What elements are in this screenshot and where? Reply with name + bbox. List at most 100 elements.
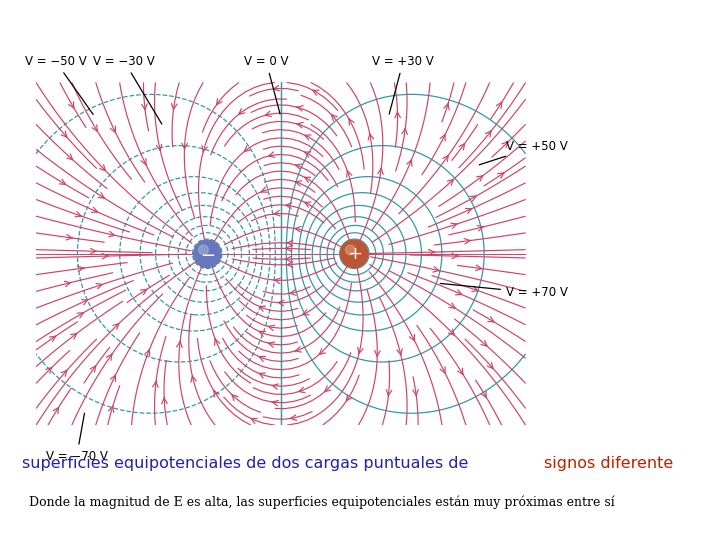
Text: signos diferente: signos diferente: [544, 456, 673, 471]
FancyArrowPatch shape: [496, 102, 502, 109]
FancyArrowPatch shape: [487, 316, 494, 322]
FancyArrowPatch shape: [161, 397, 167, 404]
FancyArrowPatch shape: [77, 313, 84, 318]
FancyArrowPatch shape: [284, 256, 291, 262]
FancyArrowPatch shape: [346, 395, 352, 401]
FancyArrowPatch shape: [156, 144, 162, 151]
FancyArrowPatch shape: [305, 152, 311, 157]
FancyArrowPatch shape: [176, 341, 182, 348]
FancyArrowPatch shape: [374, 350, 380, 356]
Circle shape: [194, 240, 221, 267]
FancyArrowPatch shape: [98, 193, 104, 198]
FancyArrowPatch shape: [477, 226, 485, 231]
FancyArrowPatch shape: [109, 406, 114, 413]
Circle shape: [346, 245, 355, 255]
FancyArrowPatch shape: [64, 281, 71, 287]
FancyArrowPatch shape: [476, 265, 482, 271]
FancyArrowPatch shape: [259, 356, 266, 361]
FancyArrowPatch shape: [465, 208, 472, 213]
FancyArrowPatch shape: [346, 171, 352, 177]
FancyArrowPatch shape: [498, 173, 504, 178]
FancyArrowPatch shape: [305, 202, 311, 207]
FancyArrowPatch shape: [215, 339, 220, 345]
FancyArrowPatch shape: [447, 179, 454, 185]
FancyArrowPatch shape: [378, 168, 383, 174]
FancyArrowPatch shape: [449, 303, 455, 308]
FancyArrowPatch shape: [67, 154, 73, 160]
FancyArrowPatch shape: [261, 187, 267, 192]
FancyArrowPatch shape: [239, 109, 245, 114]
FancyArrowPatch shape: [331, 114, 338, 120]
FancyArrowPatch shape: [286, 203, 292, 208]
FancyArrowPatch shape: [487, 362, 493, 368]
FancyArrowPatch shape: [413, 389, 418, 396]
FancyArrowPatch shape: [269, 325, 274, 330]
FancyArrowPatch shape: [407, 160, 412, 166]
FancyArrowPatch shape: [269, 342, 274, 347]
FancyArrowPatch shape: [287, 262, 293, 267]
FancyArrowPatch shape: [291, 415, 297, 421]
FancyArrowPatch shape: [485, 131, 491, 137]
Text: V = 0 V: V = 0 V: [244, 55, 289, 114]
FancyArrowPatch shape: [290, 290, 296, 295]
FancyArrowPatch shape: [295, 347, 302, 352]
FancyArrowPatch shape: [110, 375, 115, 381]
Text: $+$: $+$: [346, 245, 362, 263]
FancyArrowPatch shape: [358, 347, 363, 354]
FancyArrowPatch shape: [265, 111, 271, 117]
FancyArrowPatch shape: [107, 354, 112, 360]
FancyArrowPatch shape: [141, 158, 146, 165]
FancyArrowPatch shape: [433, 267, 440, 272]
FancyArrowPatch shape: [274, 278, 280, 284]
FancyArrowPatch shape: [271, 401, 279, 406]
FancyArrowPatch shape: [68, 102, 74, 108]
Text: Donde la magnitud de E es alta, las superficies equipotenciales están muy próxim: Donde la magnitud de E es alta, las supe…: [29, 496, 615, 509]
FancyArrowPatch shape: [66, 234, 73, 240]
FancyArrowPatch shape: [368, 133, 374, 140]
FancyArrowPatch shape: [259, 306, 266, 312]
FancyArrowPatch shape: [191, 376, 197, 382]
FancyArrowPatch shape: [251, 418, 257, 423]
FancyArrowPatch shape: [99, 165, 106, 171]
FancyArrowPatch shape: [451, 223, 457, 228]
FancyArrowPatch shape: [402, 128, 408, 134]
Text: V = −70 V: V = −70 V: [46, 413, 108, 463]
FancyArrowPatch shape: [319, 349, 325, 354]
FancyArrowPatch shape: [102, 253, 109, 259]
FancyArrowPatch shape: [295, 164, 302, 170]
FancyArrowPatch shape: [110, 126, 115, 132]
FancyArrowPatch shape: [232, 395, 238, 401]
FancyArrowPatch shape: [259, 373, 266, 378]
FancyArrowPatch shape: [53, 407, 58, 414]
FancyArrowPatch shape: [296, 123, 303, 128]
FancyArrowPatch shape: [109, 231, 116, 237]
FancyArrowPatch shape: [75, 212, 81, 217]
FancyArrowPatch shape: [140, 289, 147, 295]
FancyArrowPatch shape: [464, 239, 471, 244]
FancyArrowPatch shape: [284, 246, 291, 251]
FancyArrowPatch shape: [259, 332, 266, 336]
FancyArrowPatch shape: [305, 135, 311, 140]
FancyArrowPatch shape: [443, 156, 449, 161]
FancyArrowPatch shape: [274, 85, 279, 91]
FancyArrowPatch shape: [145, 350, 150, 356]
FancyArrowPatch shape: [61, 370, 67, 376]
FancyArrowPatch shape: [81, 300, 88, 305]
FancyArrowPatch shape: [90, 366, 96, 372]
FancyArrowPatch shape: [46, 368, 52, 373]
FancyArrowPatch shape: [217, 98, 222, 105]
FancyArrowPatch shape: [269, 152, 275, 157]
FancyArrowPatch shape: [142, 104, 147, 110]
FancyArrowPatch shape: [410, 334, 415, 341]
FancyArrowPatch shape: [61, 131, 67, 137]
FancyArrowPatch shape: [92, 125, 97, 131]
FancyArrowPatch shape: [295, 181, 302, 186]
FancyArrowPatch shape: [470, 196, 476, 201]
FancyArrowPatch shape: [299, 387, 305, 393]
FancyArrowPatch shape: [444, 104, 449, 110]
FancyArrowPatch shape: [502, 142, 508, 148]
FancyArrowPatch shape: [271, 384, 279, 389]
FancyArrowPatch shape: [440, 367, 445, 373]
FancyArrowPatch shape: [153, 381, 158, 388]
FancyArrowPatch shape: [214, 390, 219, 397]
